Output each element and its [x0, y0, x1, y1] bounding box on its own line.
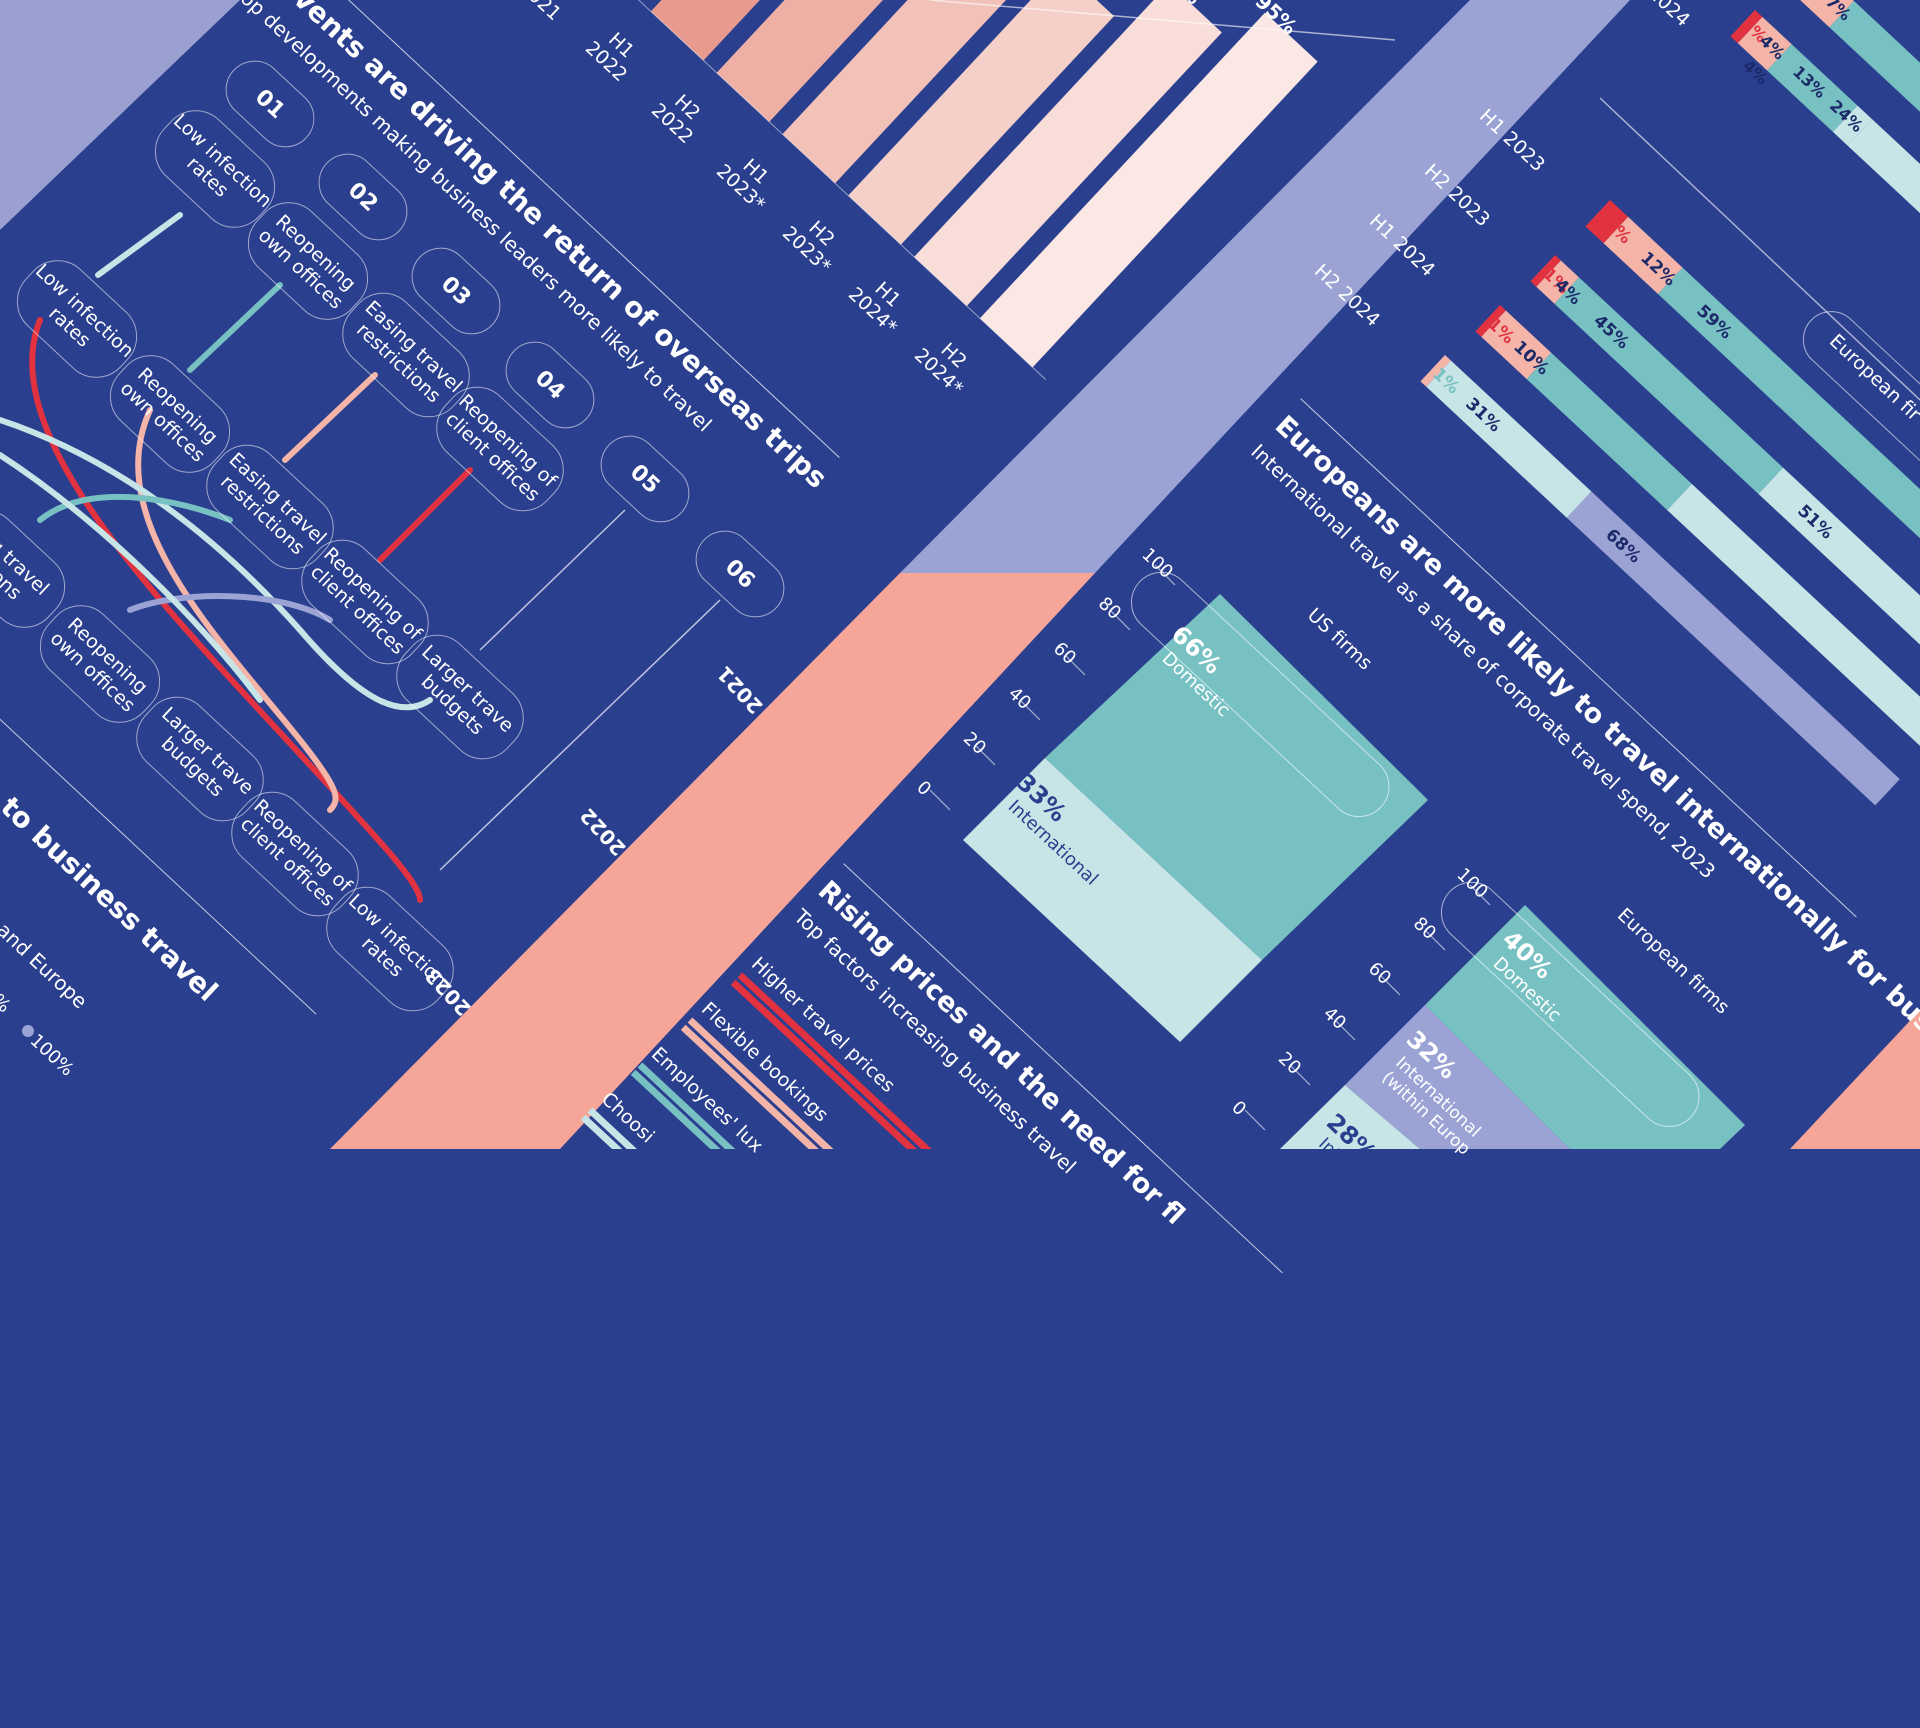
- stack-row-0-segment-1: [1603, 216, 1683, 294]
- stack-rows: [1420, 0, 1920, 806]
- eu-domestic-segment: [1425, 905, 1745, 1149]
- growth-bar-6: [979, 12, 1318, 368]
- top-row-1-segment-0: [1730, 10, 1763, 44]
- stack-row-3-segment-1: [1426, 360, 1592, 518]
- growth-baseline: [637, 0, 1047, 381]
- flow-curve-teal-2: [37, 493, 233, 523]
- stack-row-2-segment-2: [1526, 352, 1692, 511]
- flow-curve-light-teal-1: [95, 212, 183, 278]
- rising-bar-0-stroke-0: [737, 972, 932, 1149]
- rising-bar-1-stroke-1: [680, 1024, 819, 1149]
- rising-bar-2-stroke-1: [630, 1069, 721, 1149]
- rising-bar-label-3: Choosi: [596, 1088, 659, 1148]
- growth-bar-5: [914, 0, 1222, 307]
- us-international-segment: [963, 758, 1262, 1042]
- stack-row-3-segment-2: [1566, 491, 1900, 806]
- background: [0, 0, 1920, 1149]
- growth-bar-4: [848, 0, 1115, 245]
- rising-lines: [580, 972, 932, 1149]
- flow-curve-pink-1: [282, 372, 378, 463]
- salmon-corner: [1790, 1010, 1920, 1149]
- top-row-1-segment-4: [1847, 119, 1920, 214]
- eu-firms-pill: [1440, 881, 1700, 1128]
- top-row-1-segment-3: [1832, 105, 1873, 146]
- stack-row-2-segment-1: [1481, 310, 1552, 380]
- flow-curves: [0, 212, 473, 903]
- rising-labels-layer: Higher travel prices Flexible bookings Emp…: [596, 953, 899, 1157]
- salmon-band: [330, 573, 1095, 1149]
- growth-bar-3: [782, 0, 1007, 184]
- flow-curve-red-1: [377, 467, 473, 563]
- stack-row-1-segment-1: [1536, 260, 1579, 304]
- stack-row-0-segment-2: [1657, 267, 1920, 539]
- growth-bars: [637, 0, 1318, 381]
- flow-curve-red-2: [29, 317, 423, 903]
- flow-curve-light-teal-3: [0, 452, 263, 703]
- return-legend-dot: [22, 1025, 34, 1037]
- events-pill-layer: 01 02 03 04 05 06 Low infection rates Re…: [0, 48, 797, 1080]
- eu-intl-segment: [1280, 1085, 1420, 1149]
- stacked-divider: [1599, 97, 1920, 401]
- events-flow-svg: [0, 212, 721, 903]
- eu-intl-europe-segment: [1345, 1005, 1570, 1149]
- connector-05: [479, 509, 626, 651]
- flow-connectors: [439, 509, 721, 871]
- rising-bar-0-stroke-1: [730, 979, 918, 1149]
- rising-bars: [580, 972, 932, 1149]
- us-axis-ticks: [929, 564, 1176, 811]
- growth-bar-2: [716, 0, 883, 122]
- top-row-1-segment-1: [1737, 16, 1792, 71]
- rising-bar-2-stroke-0: [637, 1062, 736, 1149]
- european-firms-pill: [1802, 311, 1920, 508]
- stack-row-3-segment-0: [1420, 355, 1451, 387]
- top-row-0-segment-1: [1800, 0, 1854, 28]
- stack-row-1-segment-3: [1758, 467, 1920, 645]
- rising-bar-1-stroke-0: [687, 1017, 834, 1149]
- stack-row-1-segment-2: [1554, 277, 1784, 494]
- stack-row-0-segment-0: [1585, 200, 1629, 244]
- connector-06: [439, 599, 721, 871]
- flow-curve-teal-1: [187, 282, 283, 373]
- stack-row-1-segment-0: [1530, 255, 1561, 287]
- top-row-0-segment-2: [1829, 0, 1920, 112]
- us-domestic-segment: [1045, 594, 1428, 960]
- lavender-corner: [0, 0, 240, 230]
- top-row-1-segment-2: [1767, 44, 1858, 132]
- stack-row-2-segment-3: [1667, 483, 1920, 746]
- stacked-rows-chart: [1420, 0, 1920, 806]
- growth-divider: [929, 0, 1396, 41]
- growth-bar-chart: [637, 0, 1396, 381]
- stack-row-2-segment-0: [1475, 305, 1506, 337]
- lavender-band: [900, 0, 1630, 573]
- intl-stacked-chart: [929, 564, 1745, 1149]
- us-firms-pill: [1130, 571, 1390, 818]
- eu-axis-ticks: [1244, 884, 1491, 1131]
- growth-bar-1: [650, 0, 760, 61]
- flow-curve-periwinkle: [127, 593, 333, 623]
